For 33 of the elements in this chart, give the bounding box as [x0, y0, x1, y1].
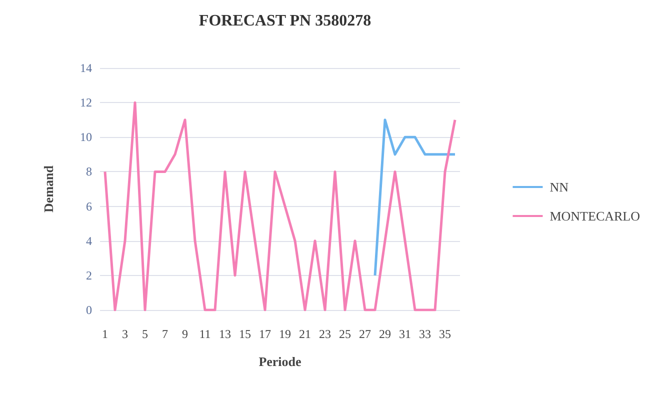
y-axis-title: Demand: [41, 164, 56, 212]
x-tick-label: 19: [279, 327, 291, 341]
x-tick-label: 5: [142, 327, 148, 341]
y-tick-label: 4: [86, 234, 92, 248]
x-tick-label: 21: [299, 327, 311, 341]
x-tick-label: 23: [319, 327, 331, 341]
x-tick-label: 11: [199, 327, 211, 341]
line-series: [104, 101, 456, 312]
x-tick-label: 15: [239, 327, 251, 341]
x-tick-label: 35: [439, 327, 451, 341]
y-tick-label: 6: [86, 199, 92, 214]
x-tick-label: 3: [122, 327, 128, 341]
x-tick-label: 25: [339, 327, 351, 341]
x-tick-label: 29: [379, 327, 391, 341]
x-tick-label: 31: [399, 327, 411, 341]
x-tick-label: 27: [359, 327, 371, 341]
y-tick-label: 10: [80, 130, 92, 144]
x-tick-label: 33: [419, 327, 431, 341]
line-series: [374, 118, 456, 277]
y-tick-label: 8: [86, 164, 92, 179]
x-tick-label: 9: [182, 327, 188, 341]
x-axis-title: Periode: [258, 354, 302, 369]
x-tick-label: 1: [102, 327, 108, 341]
chart-title: FORECAST PN 3580278: [198, 12, 372, 30]
y-tick-label: 0: [86, 303, 92, 317]
legend-label: MONTECARLO: [550, 208, 640, 224]
x-tick-label: 7: [162, 327, 168, 341]
y-tick-label: 12: [80, 96, 92, 110]
legend-label: NN: [550, 180, 570, 194]
y-tick-label: 2: [86, 268, 92, 282]
x-tick-label: 17: [259, 327, 271, 341]
x-tick-label: 13: [219, 327, 231, 341]
y-tick-label: 14: [80, 61, 92, 75]
